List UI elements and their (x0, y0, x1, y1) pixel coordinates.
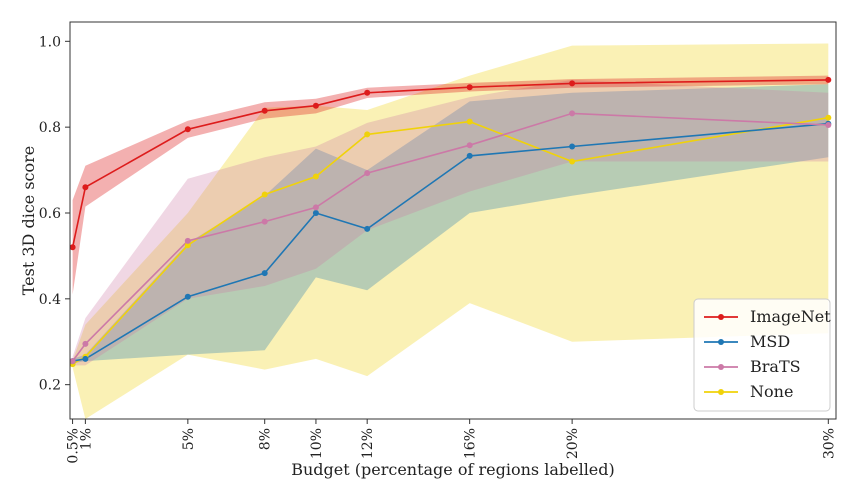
legend-label-none: None (750, 382, 793, 401)
x-tick-label: 1% (78, 428, 94, 450)
legend-marker-imagenet (718, 314, 724, 320)
point-imagenet (569, 80, 576, 87)
y-tick-label: 1.0 (39, 34, 61, 50)
x-tick-label: 30% (821, 428, 837, 459)
point-brats (569, 110, 576, 117)
legend-box (693, 298, 831, 412)
point-msd (569, 143, 576, 150)
point-none (466, 118, 473, 125)
point-imagenet (261, 107, 268, 114)
y-axis-ticks: 0.2 0.4 0.6 0.8 1.0 (39, 34, 70, 394)
x-tick-label: 20% (565, 428, 581, 459)
point-msd (261, 270, 268, 277)
band-msd (72, 84, 829, 364)
x-tick-label: 10% (309, 428, 325, 459)
y-tick-label: 0.2 (39, 378, 61, 394)
point-brats (312, 204, 319, 211)
y-tick-label: 0.8 (39, 120, 61, 136)
point-imagenet (825, 76, 832, 83)
point-brats (466, 142, 473, 149)
x-tick-label: 8% (258, 428, 274, 450)
legend-marker-msd (718, 339, 724, 345)
y-axis-label: Test 3D dice score (19, 146, 38, 296)
x-tick-label: 0.5% (66, 428, 82, 464)
point-imagenet (312, 102, 319, 109)
band-brats (72, 79, 829, 366)
point-msd (184, 293, 191, 300)
x-tick-label: 16% (463, 428, 479, 459)
point-brats (69, 358, 76, 365)
legend-marker-none (718, 389, 724, 395)
point-none (184, 242, 191, 249)
point-brats (184, 237, 191, 244)
legend-label-msd: MSD (750, 332, 790, 351)
point-brats (261, 218, 268, 225)
point-none (569, 158, 576, 165)
x-axis-ticks: 0.5%1% 5% 8% 10% 12% 16% 20% 30% (66, 419, 837, 464)
legend-marker-brats (718, 364, 724, 370)
plot-area-frame (69, 21, 837, 420)
point-none (261, 191, 268, 198)
point-imagenet (466, 84, 473, 91)
point-imagenet (69, 244, 76, 251)
legend: ImageNet MSD BraTS None (693, 298, 831, 412)
band-none (72, 43, 829, 419)
point-none (825, 114, 832, 121)
confidence-bands (72, 43, 829, 419)
y-tick-label: 0.4 (39, 292, 61, 308)
point-none (312, 173, 319, 180)
point-msd (466, 152, 473, 159)
point-none (364, 131, 371, 138)
series-points (69, 76, 832, 368)
legend-label-brats: BraTS (750, 357, 801, 376)
x-tick-label: 5% (181, 428, 197, 450)
point-imagenet (364, 89, 371, 96)
point-msd (82, 355, 89, 362)
point-msd (364, 225, 371, 232)
point-msd (312, 210, 319, 216)
point-brats (82, 340, 89, 347)
point-brats (364, 170, 371, 177)
x-tick-label: 12% (360, 428, 376, 459)
point-imagenet (184, 126, 191, 133)
point-brats (825, 122, 832, 128)
legend-label-imagenet: ImageNet (750, 307, 831, 326)
y-tick-label: 0.6 (39, 206, 61, 222)
point-imagenet (82, 184, 89, 191)
x-axis-label: Budget (percentage of regions labelled) (291, 460, 615, 479)
